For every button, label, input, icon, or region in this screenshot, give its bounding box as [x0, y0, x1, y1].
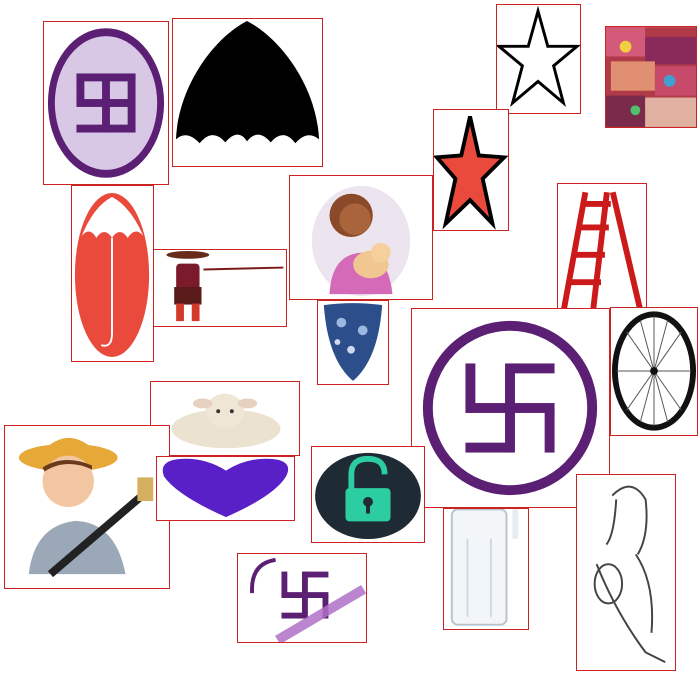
padlock-icon — [315, 452, 421, 540]
tile-umbrella-black — [172, 18, 323, 167]
tile-mother-sketch — [576, 474, 676, 671]
tile-hunter — [153, 249, 287, 327]
textiles-photo-icon — [606, 27, 696, 127]
farmer-icon — [18, 437, 154, 578]
star-icon — [497, 5, 580, 108]
lamb-icon — [171, 393, 281, 449]
tile-umbrella-red — [71, 185, 154, 362]
tile-bottle — [443, 508, 529, 630]
star-icon — [434, 116, 508, 230]
tile-wheel — [610, 307, 698, 436]
tile-star-red — [433, 109, 509, 231]
heart-icon — [162, 458, 289, 518]
umbrella-icon — [175, 20, 320, 144]
fabric-icon — [323, 303, 383, 381]
tile-star-outline — [496, 4, 581, 114]
wheel-icon — [611, 311, 697, 431]
tile-paisley-fabric — [317, 300, 389, 385]
swastika-icon — [250, 557, 366, 642]
tile-textiles-photo — [605, 26, 697, 128]
tile-swastika-crossed — [237, 553, 367, 643]
tile-heart — [156, 456, 295, 521]
hunter-icon — [166, 250, 284, 322]
mother-and-baby-icon — [311, 185, 411, 297]
swastika-icon — [422, 320, 598, 496]
tile-ladder — [557, 183, 647, 312]
ladder-icon — [560, 191, 643, 311]
tile-padlock — [311, 446, 425, 543]
bottle-icon — [450, 509, 519, 626]
swastika-icon — [47, 28, 165, 178]
tile-mother-breastfeeding — [289, 175, 433, 300]
mother-and-baby-icon — [593, 485, 666, 664]
tile-lamb — [150, 381, 300, 456]
tile-farmer — [4, 425, 170, 589]
tile-swastika-badge — [43, 21, 169, 185]
umbrella-icon — [74, 192, 150, 357]
